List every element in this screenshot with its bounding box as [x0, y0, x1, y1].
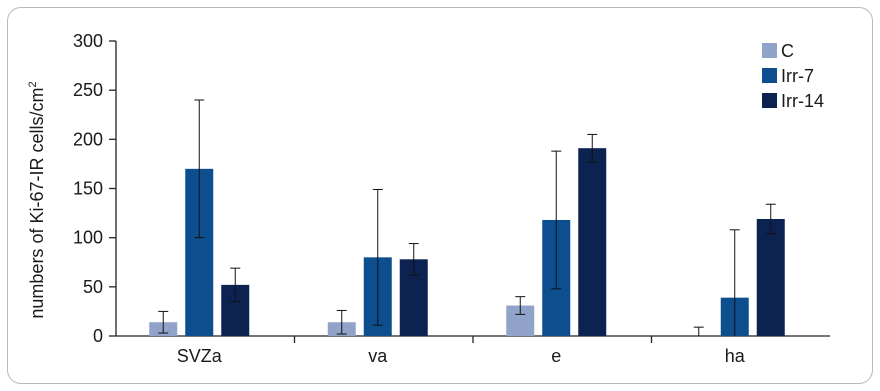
x-tick-label: va	[368, 346, 388, 366]
y-axis-ticks: 0 50 100 150 200 250 300	[73, 31, 116, 346]
legend-label: Irr-7	[781, 66, 814, 86]
legend-label: Irr-14	[781, 91, 824, 111]
bar	[756, 218, 785, 336]
x-tick-label: SVZa	[177, 346, 223, 366]
legend: C Irr-7 Irr-14	[762, 41, 824, 111]
y-tick-label: 250	[73, 80, 103, 100]
legend-label: C	[781, 41, 794, 61]
error-bars	[158, 99, 776, 336]
x-tick-label: e	[551, 346, 561, 366]
legend-swatch	[762, 43, 777, 58]
legend-swatch	[762, 93, 777, 108]
y-tick-label: 200	[73, 129, 103, 149]
y-tick-label: 150	[73, 179, 103, 199]
x-tick-label: ha	[725, 346, 746, 366]
y-tick-label: 50	[83, 277, 103, 297]
x-axis-ticks: SVZa va e ha	[177, 336, 746, 366]
y-tick-label: 100	[73, 228, 103, 248]
legend-swatch	[762, 68, 777, 83]
y-tick-label: 300	[73, 31, 103, 51]
y-tick-label: 0	[93, 326, 103, 346]
bar-series	[149, 148, 785, 336]
y-axis-label: numbers of Ki-67-IR cells/cm2	[27, 81, 47, 318]
bar	[578, 148, 607, 336]
